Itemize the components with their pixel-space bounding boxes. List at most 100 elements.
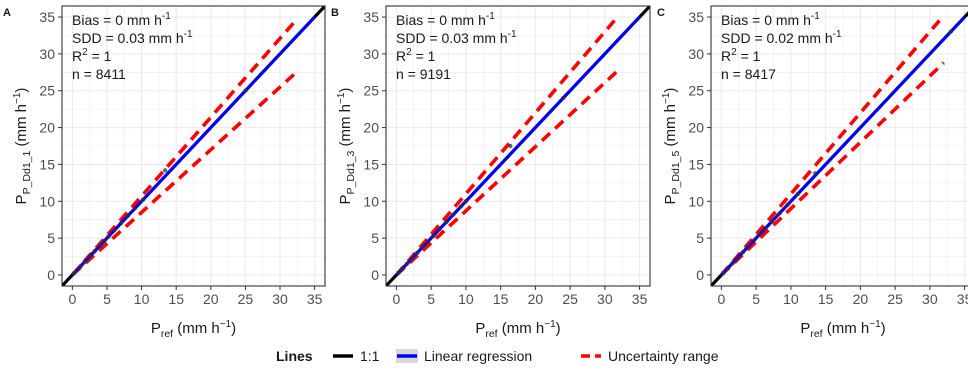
legend-label: Linear regression — [424, 348, 532, 364]
y-tick-label: 5 — [696, 230, 704, 246]
y-tick-label: 0 — [371, 267, 379, 283]
data-layer — [711, 11, 968, 286]
y-tick-label: 10 — [688, 193, 704, 209]
x-tick-label: 15 — [493, 291, 509, 307]
x-tick-label: 5 — [752, 291, 760, 307]
data-point — [82, 259, 88, 264]
data-point — [444, 219, 449, 225]
stat-line: R2 = 1 — [721, 47, 761, 64]
legend: Lines 1:1 Linear regression Uncertainty ran… — [276, 347, 719, 365]
stat-line: SDD = 0.03 mm h-1 — [396, 29, 517, 46]
data-point — [74, 268, 79, 273]
data-point — [420, 244, 426, 250]
panel-border — [385, 5, 651, 287]
y-tick-label: 10 — [363, 193, 379, 209]
x-tick-label: 20 — [528, 291, 544, 307]
data-point — [409, 256, 414, 261]
data-point — [508, 143, 513, 149]
data-point — [87, 254, 92, 259]
y-tick-label: 35 — [39, 9, 55, 25]
data-point — [762, 226, 768, 231]
x-tick-label: 30 — [597, 291, 613, 307]
panel-letter: A — [3, 7, 11, 19]
data-point — [948, 29, 953, 34]
y-tick-label: 35 — [363, 9, 379, 25]
uncertainty-lower-line — [395, 68, 620, 277]
x-tick-label: 10 — [783, 291, 799, 307]
stat-line: Bias = 0 mm h-1 — [396, 11, 495, 28]
data-point — [92, 249, 97, 254]
data-point — [463, 199, 469, 204]
data-point — [243, 88, 248, 93]
x-tick-label: 20 — [203, 291, 219, 307]
uncertainty-lower-line — [720, 61, 945, 277]
x-tick-label: 30 — [922, 291, 938, 307]
data-point — [396, 270, 401, 275]
gridlines — [711, 6, 968, 286]
data-point — [730, 260, 735, 266]
x-axis-title: Pref (mm h−1) — [800, 319, 885, 340]
data-point — [132, 206, 137, 211]
uncertainty-lower-line — [71, 73, 296, 277]
y-axis-title: PP_Dd1_1 (mm h−1) — [12, 88, 33, 205]
gridlines — [386, 6, 650, 286]
x-tick-label: 5 — [103, 291, 111, 307]
data-point — [735, 255, 740, 261]
panel-letter: C — [657, 7, 665, 19]
x-tick-label: 25 — [238, 291, 254, 307]
data-point — [125, 213, 130, 219]
y-tick-label: 15 — [39, 156, 55, 172]
data-point — [71, 271, 76, 276]
x-axis-title: Pref (mm h−1) — [475, 319, 560, 340]
data-point — [404, 261, 410, 267]
data-point — [740, 249, 746, 255]
y-tick-label: 30 — [39, 46, 55, 62]
regression-line — [395, 16, 641, 276]
data-point — [560, 95, 566, 101]
panel-letter: B — [331, 7, 339, 19]
stat-line: n = 9191 — [396, 66, 451, 82]
stat-line: n = 8417 — [721, 66, 776, 82]
data-point — [102, 238, 107, 244]
data-point — [769, 218, 775, 224]
data-point — [97, 243, 103, 248]
panel-b: 0 5 10 15 20 25 30 35 0 5 10 15 20 25 30 35 Bias = 0 mm … — [331, 5, 651, 340]
data-point — [78, 263, 83, 269]
legend-label: 1:1 — [360, 348, 380, 364]
x-tick-label: 20 — [853, 291, 869, 307]
regression-line — [720, 16, 966, 276]
x-tick-label: 25 — [887, 291, 903, 307]
stat-line: SDD = 0.03 mm h-1 — [72, 29, 193, 46]
data-point — [437, 227, 442, 232]
y-axis-title: PP_Dd1_5 (mm h−1) — [661, 88, 682, 205]
y-tick-label: 25 — [39, 83, 55, 99]
data-point — [746, 244, 751, 249]
data-point — [140, 197, 146, 202]
y-tick-label: 35 — [688, 9, 704, 25]
y-tick-label: 5 — [371, 230, 379, 246]
y-tick-label: 10 — [39, 193, 55, 209]
x-axis-title: Pref (mm h−1) — [151, 319, 236, 340]
data-point — [777, 210, 782, 216]
y-tick-label: 20 — [688, 120, 704, 136]
stat-line: R2 = 1 — [72, 47, 112, 64]
y-tick-label: 15 — [688, 156, 704, 172]
y-axis-title: PP_Dd1_3 (mm h−1) — [336, 88, 357, 205]
x-tick-label: 30 — [272, 291, 288, 307]
data-point — [725, 266, 730, 271]
panel-a: 0 5 10 15 20 25 30 35 0 5 10 15 20 25 30 35 Bias = 0 mm … — [3, 5, 326, 340]
data-layer — [386, 6, 650, 286]
panel-border — [61, 5, 326, 287]
x-tick-label: 15 — [818, 291, 834, 307]
data-point — [162, 168, 168, 173]
y-tick-label: 20 — [363, 120, 379, 136]
y-tick-label: 0 — [696, 267, 704, 283]
uncertainty-upper-line — [71, 21, 296, 277]
x-tick-label: 10 — [458, 291, 474, 307]
x-tick-label: 35 — [957, 291, 968, 307]
x-tick-label: 0 — [718, 291, 726, 307]
y-tick-label: 0 — [47, 267, 55, 283]
